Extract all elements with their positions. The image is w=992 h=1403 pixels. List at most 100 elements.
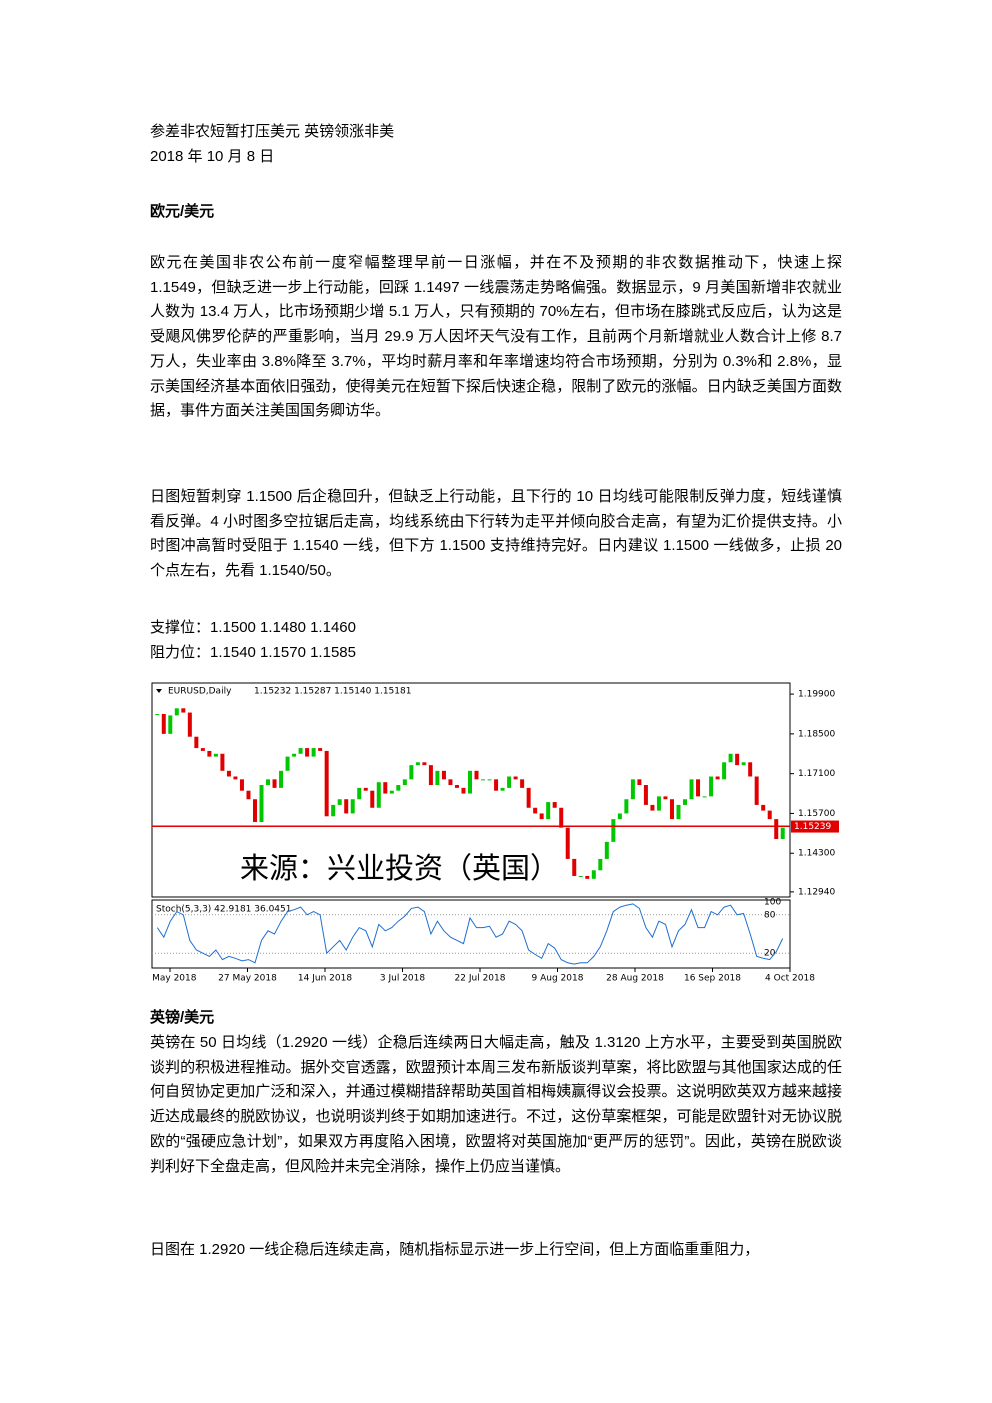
stoch-line	[156, 903, 784, 965]
candle-body	[383, 782, 388, 794]
y-tick-label: 1.12940	[798, 887, 835, 897]
candle-body	[311, 748, 316, 757]
candle-body	[161, 713, 166, 734]
candle-body	[448, 779, 453, 786]
y2-tick-label: 100	[764, 898, 781, 908]
candle-body	[344, 799, 349, 814]
candle-body	[676, 804, 681, 820]
section-heading: 欧元/美元	[150, 203, 215, 220]
candle-body	[683, 799, 688, 805]
paragraph: 欧元在美国非农公布前一度窄幅整理早前一日涨幅，并在不及预期的非农数据推动下，快速…	[150, 254, 842, 420]
stoch-title: Stoch(5,3,3) 42.9181 36.0451	[156, 905, 291, 915]
price-label-box	[791, 820, 839, 833]
candle-body	[331, 804, 336, 817]
candle-body	[363, 787, 368, 791]
candle-body	[637, 779, 642, 786]
support-levels: 支撑位：1.1500 1.1480 1.1460	[150, 619, 356, 636]
paragraph: 日图在 1.2920 一线企稳后连续走高，随机指标显示进一步上行空间，但上方面临…	[150, 1241, 760, 1258]
candle-body	[526, 787, 531, 808]
candle-body	[200, 748, 205, 751]
candle-body	[285, 756, 290, 771]
chart-background	[150, 680, 842, 992]
candle-body	[389, 790, 394, 794]
candle-body	[598, 858, 603, 871]
y-tick-label: 1.19900	[798, 690, 835, 700]
candle-body	[422, 762, 427, 766]
candle-body	[611, 819, 616, 842]
candle-body	[715, 776, 720, 780]
x-tick-label: 4 Oct 2018	[765, 974, 815, 984]
candle-body	[513, 776, 518, 780]
candle-body	[663, 796, 668, 800]
candle-body	[780, 827, 785, 840]
y-tick-label: 1.15700	[798, 809, 835, 819]
watermark: 来源：兴业投资（英国）	[240, 851, 559, 885]
candle-body	[233, 776, 238, 780]
doc-date: 2018 年 10 月 8 日	[150, 148, 275, 165]
price-panel	[151, 682, 791, 898]
candle-body	[656, 796, 661, 811]
candle-body	[187, 712, 192, 737]
candle-body	[487, 779, 492, 781]
candle-body	[428, 765, 433, 786]
candle-body	[272, 779, 277, 788]
candle-body	[435, 770, 440, 786]
candle-body	[507, 776, 512, 788]
chart: EURUSD,Daily 1.15232 1.15287 1.15140 1.1…	[150, 680, 842, 992]
candle-body	[748, 762, 753, 777]
y-tick-label: 1.17100	[798, 769, 835, 779]
candle-body	[350, 799, 355, 814]
candle-body	[689, 779, 694, 800]
paragraph: 英镑在 50 日均线（1.2920 一线）企稳后连续两日大幅走高，触及 1.31…	[150, 1034, 842, 1175]
candle-body	[617, 813, 622, 820]
candle-body	[741, 762, 746, 766]
candle-body	[266, 779, 271, 786]
candle-body	[454, 785, 459, 788]
candle-body	[370, 790, 375, 808]
x-tick-label: 14 Jun 2018	[298, 974, 352, 984]
candle-body	[415, 762, 420, 766]
candle-body	[168, 715, 173, 734]
candle-body	[174, 708, 179, 716]
candle-body	[709, 776, 714, 797]
candle-body	[702, 796, 707, 798]
candle-body	[246, 790, 251, 800]
candle-body	[728, 753, 733, 763]
candle-body	[239, 779, 244, 791]
candle-body	[500, 787, 505, 791]
candle-body	[461, 787, 466, 794]
y-tick-label: 1.18500	[798, 729, 835, 739]
section-heading: 英镑/美元	[150, 1009, 215, 1026]
candle-body	[474, 770, 479, 780]
candle-body	[324, 750, 329, 817]
candle-body	[767, 810, 772, 820]
paragraph: 日图短暂刺穿 1.1500 后企稳回升，但缺乏上行动能，且下行的 10 日均线可…	[150, 488, 842, 580]
candle-body	[578, 875, 583, 877]
candle-body	[279, 770, 284, 788]
candle-body	[533, 807, 538, 814]
candle-body	[441, 770, 446, 780]
candle-body	[735, 753, 740, 766]
menu-arrow	[156, 689, 162, 693]
x-tick-label: 9 Aug 2018	[532, 974, 584, 984]
candle-body	[546, 802, 551, 820]
resistance-levels: 阻力位：1.1540 1.1570 1.1585	[150, 644, 356, 661]
x-tick-label: 16 Sep 2018	[684, 974, 741, 984]
candle-body	[181, 708, 186, 713]
candle-body	[318, 748, 323, 751]
ohlc-readout: 1.15232 1.15287 1.15140 1.15181	[254, 687, 411, 697]
candle-body	[468, 770, 472, 794]
candle-body	[194, 736, 199, 749]
candle-body	[481, 779, 486, 781]
x-tick-label: 8 May 2018	[150, 974, 197, 984]
candle-body	[624, 799, 629, 814]
stoch-panel	[151, 899, 791, 969]
candle-body	[155, 713, 160, 715]
candle-body	[643, 785, 648, 805]
candle-body	[754, 776, 759, 805]
candle-body	[761, 804, 766, 811]
y-tick-label: 1.14300	[798, 849, 835, 859]
candle-body	[292, 753, 297, 757]
candle-body	[774, 819, 779, 840]
